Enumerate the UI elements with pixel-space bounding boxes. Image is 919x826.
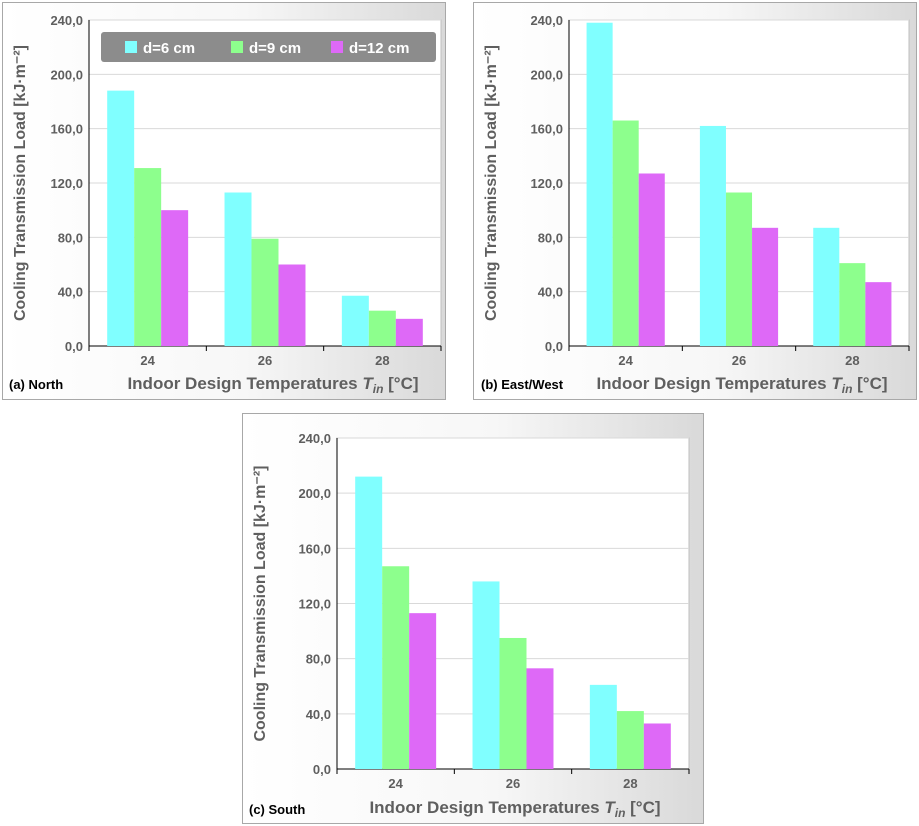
bar <box>251 238 279 346</box>
bar <box>839 263 866 346</box>
y-tick-label: 160,0 <box>50 122 83 137</box>
x-axis-title-unit: [°C] <box>625 798 660 817</box>
y-tick-label: 160,0 <box>530 122 563 137</box>
legend-label: d=9 cm <box>249 40 301 57</box>
x-tick-label: 28 <box>845 353 859 368</box>
y-tick-label: 200,0 <box>298 486 331 501</box>
x-axis-title-unit: [°C] <box>383 374 418 393</box>
x-tick-label: 28 <box>623 776 637 791</box>
bar <box>813 227 840 346</box>
chart-east-west: 0,0 40,0 80,0 120,0 160,0 200,0 240,0 24 26 28 Coo… <box>481 13 910 396</box>
bar <box>161 210 189 346</box>
y-tick-label: 0,0 <box>65 339 83 354</box>
y-tick-label: 240,0 <box>298 431 331 446</box>
y-tick-label: 40,0 <box>306 707 331 722</box>
chart-south: 0,0 40,0 80,0 120,0 160,0 200,0 240,0 24 26 28 Coo… <box>249 431 690 820</box>
bar <box>278 264 306 346</box>
bar <box>134 168 162 346</box>
bar <box>643 723 671 769</box>
y-tick-label: 120,0 <box>50 176 83 191</box>
legend-swatch <box>231 41 243 53</box>
x-axis-title-subscript: in <box>373 382 384 396</box>
y-tick-label: 160,0 <box>298 541 331 556</box>
bar <box>409 613 437 769</box>
bar <box>395 318 423 346</box>
x-tick-label: 26 <box>258 353 272 368</box>
x-axis-title-main: Indoor Design Temperatures <box>127 374 362 393</box>
x-axis-title-main: Indoor Design Temperatures <box>596 374 831 393</box>
legend-swatch <box>125 41 137 53</box>
x-axis-title-subscript: in <box>615 806 626 820</box>
x-axis-title-variable: T <box>604 798 616 817</box>
x-axis-title-subscript: in <box>842 382 853 396</box>
x-tick-label: 24 <box>388 776 403 791</box>
legend-swatch <box>331 41 343 53</box>
bar <box>107 90 135 346</box>
y-tick-label: 0,0 <box>545 339 563 354</box>
y-tick-label: 40,0 <box>538 285 563 300</box>
bar <box>382 566 410 769</box>
bar <box>224 192 252 346</box>
chart-panel-north: 0,0 40,0 80,0 120,0 160,0 200,0 240,0 24 26 28 Coo… <box>2 2 446 400</box>
x-axis-title: Indoor Design Temperatures Tin [°C] <box>596 374 887 396</box>
chart-north: 0,0 40,0 80,0 120,0 160,0 200,0 240,0 24 26 28 Coo… <box>9 13 442 396</box>
bar <box>699 125 726 346</box>
y-tick-label: 0,0 <box>313 762 331 777</box>
bar <box>612 120 639 347</box>
bar <box>526 668 554 769</box>
legend-label: d=12 cm <box>349 40 409 57</box>
y-tick-label: 80,0 <box>58 230 83 245</box>
bar <box>341 295 369 346</box>
x-axis-title: Indoor Design Temperatures Tin [°C] <box>127 374 418 396</box>
x-axis-title-unit: [°C] <box>852 374 887 393</box>
x-tick-label: 26 <box>506 776 520 791</box>
y-tick-label: 240,0 <box>50 13 83 28</box>
chart-panel-east-west: 0,0 40,0 80,0 120,0 160,0 200,0 240,0 24 26 28 Coo… <box>473 2 917 400</box>
y-tick-label: 200,0 <box>50 67 83 82</box>
bar <box>499 637 527 769</box>
x-tick-label: 28 <box>375 353 389 368</box>
bar <box>472 581 500 769</box>
y-tick-label: 80,0 <box>306 652 331 667</box>
x-axis-title-main: Indoor Design Temperatures <box>369 798 604 817</box>
bar <box>355 476 383 769</box>
panel-label: (b) East/West <box>481 377 564 392</box>
y-tick-label: 120,0 <box>298 597 331 612</box>
x-tick-label: 26 <box>732 353 746 368</box>
panel-label: (c) South <box>249 802 305 817</box>
bar <box>752 227 779 346</box>
bar <box>586 22 613 346</box>
y-tick-label: 120,0 <box>530 176 563 191</box>
x-tick-label: 24 <box>618 353 633 368</box>
x-tick-label: 24 <box>140 353 155 368</box>
y-tick-label: 240,0 <box>530 13 563 28</box>
y-tick-label: 200,0 <box>530 67 563 82</box>
panel-label: (a) North <box>9 377 63 392</box>
bar <box>638 173 665 346</box>
legend-background <box>101 32 436 62</box>
chart-panel-south: 0,0 40,0 80,0 120,0 160,0 200,0 240,0 24 26 28 Coo… <box>242 413 704 824</box>
x-axis-title-variable: T <box>362 374 374 393</box>
x-axis-title-variable: T <box>831 374 843 393</box>
x-axis-title: Indoor Design Temperatures Tin [°C] <box>369 798 660 820</box>
y-tick-label: 80,0 <box>538 230 563 245</box>
legend-label: d=6 cm <box>143 40 195 57</box>
bar <box>616 711 644 769</box>
y-tick-label: 40,0 <box>58 285 83 300</box>
y-axis-title: Cooling Transmission Load [kJ·m⁻²] <box>12 45 29 321</box>
bar <box>368 310 396 346</box>
bar <box>725 192 753 346</box>
y-axis-title: Cooling Transmission Load [kJ·m⁻²] <box>483 45 500 321</box>
legend: d=6 cm d=9 cm d=12 cm <box>101 32 436 62</box>
bar <box>865 282 892 346</box>
bar <box>589 684 617 769</box>
y-axis-title: Cooling Transmission Load [kJ·m⁻²] <box>252 465 269 741</box>
